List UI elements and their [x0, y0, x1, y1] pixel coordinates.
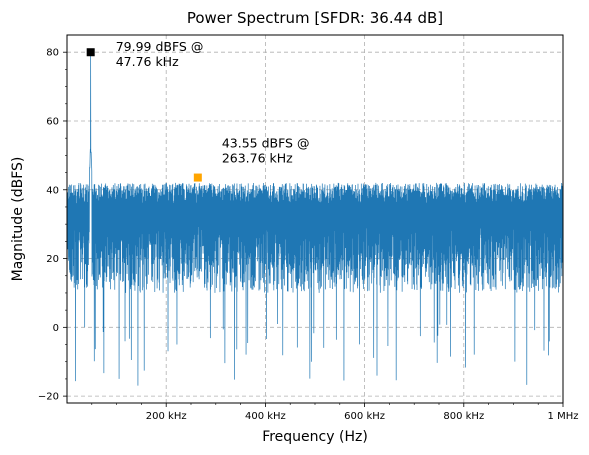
x-tick-label-1: 400 kHz — [245, 411, 286, 422]
y-tick-label-5: 80 — [46, 48, 59, 59]
peak-annotation-1-line1: 43.55 dBFS @ — [222, 136, 310, 151]
y-tick-label-1: 0 — [53, 323, 59, 334]
spectrum-series-line — [66, 52, 564, 386]
peak-markers: 79.99 dBFS @47.76 kHz 43.55 dBFS @263.76 … — [86, 39, 310, 182]
y-axis-label: Magnitude (dBFS) — [10, 157, 26, 282]
chart-title: Power Spectrum [SFDR: 36.44 dB] — [187, 9, 443, 27]
y-tick-label-4: 60 — [46, 116, 59, 127]
y-tick-label-0: −20 — [38, 392, 59, 403]
peak-annotation-0-line2: 47.76 kHz — [116, 54, 179, 69]
y-axis-ticks: −20 0 20 40 60 80 — [38, 48, 67, 403]
x-tick-label-3: 800 kHz — [443, 411, 484, 422]
peak-marker-1 — [193, 173, 202, 182]
y-tick-label-3: 40 — [46, 185, 59, 196]
x-tick-label-0: 200 kHz — [146, 411, 187, 422]
y-tick-label-2: 20 — [46, 254, 59, 265]
x-tick-label-4: 1 MHz — [548, 411, 579, 422]
x-tick-label-2: 600 kHz — [344, 411, 385, 422]
x-axis-ticks: 200 kHz 400 kHz 600 kHz 800 kHz 1 MHz — [91, 403, 579, 422]
x-axis-label: Frequency (Hz) — [262, 429, 368, 445]
peak-annotation-0-line1: 79.99 dBFS @ — [116, 39, 204, 54]
peak-marker-0 — [86, 48, 95, 57]
peak-annotation-1-line2: 263.76 kHz — [222, 151, 293, 166]
plot-area — [66, 52, 564, 386]
